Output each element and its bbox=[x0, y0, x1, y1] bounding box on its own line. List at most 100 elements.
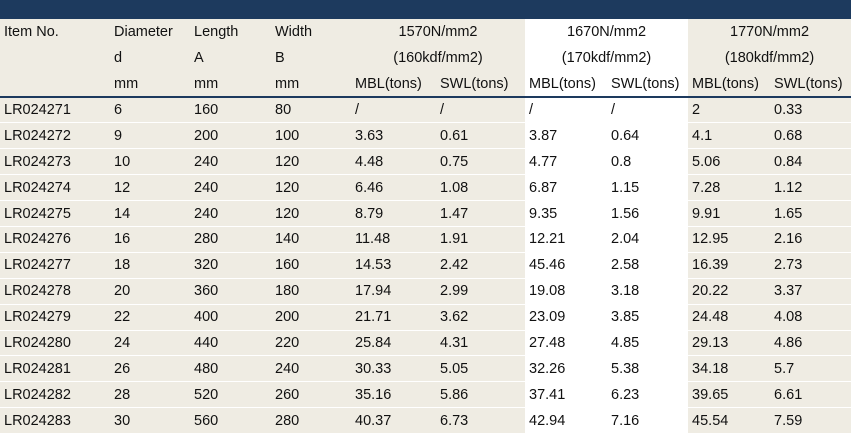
header-group-1770-kdf: (180kdf/mm2) bbox=[688, 45, 851, 71]
cell-width: 140 bbox=[271, 226, 351, 253]
cell-swl-1770: 1.65 bbox=[770, 200, 851, 227]
cell-length: 400 bbox=[190, 304, 271, 331]
cell-width: 280 bbox=[271, 407, 351, 435]
cell-mbl-1670: 3.87 bbox=[525, 122, 608, 150]
cell-swl-1570: 1.47 bbox=[436, 200, 526, 227]
cell-width: 160 bbox=[271, 252, 351, 279]
header-length-unit: mm bbox=[190, 71, 271, 98]
top-bar bbox=[0, 0, 851, 19]
cell-swl-1670: 7.16 bbox=[607, 407, 689, 435]
header-swl-1570: SWL(tons) bbox=[436, 71, 526, 98]
cell-diameter: 30 bbox=[110, 407, 190, 435]
cell-length: 160 bbox=[190, 97, 271, 124]
cell-item-no: LR024280 bbox=[0, 330, 110, 357]
cell-swl-1570: 2.42 bbox=[436, 252, 526, 279]
cell-swl-1570: 1.91 bbox=[436, 226, 526, 253]
cell-swl-1670: 5.38 bbox=[607, 355, 689, 383]
cell-mbl-1770: 4.1 bbox=[688, 122, 771, 150]
cell-mbl-1670: 42.94 bbox=[525, 407, 608, 435]
cell-length: 320 bbox=[190, 252, 271, 279]
cell-swl-1670: 6.23 bbox=[607, 381, 689, 409]
cell-item-no: LR024274 bbox=[0, 174, 110, 202]
cell-swl-1570: 3.62 bbox=[436, 304, 526, 331]
cell-mbl-1570: / bbox=[351, 97, 436, 124]
cell-item-no: LR024273 bbox=[0, 148, 110, 176]
cell-mbl-1570: 35.16 bbox=[351, 381, 436, 409]
cell-mbl-1570: 4.48 bbox=[351, 148, 436, 176]
cell-swl-1570: 2.99 bbox=[436, 278, 526, 305]
cell-mbl-1570: 8.79 bbox=[351, 200, 436, 227]
cell-width: 260 bbox=[271, 381, 351, 409]
cell-swl-1770: 0.33 bbox=[770, 97, 851, 124]
cell-length: 520 bbox=[190, 381, 271, 409]
cell-diameter: 18 bbox=[110, 252, 190, 279]
cell-swl-1770: 0.84 bbox=[770, 148, 851, 176]
cell-mbl-1770: 20.22 bbox=[688, 278, 771, 305]
cell-swl-1670: 2.04 bbox=[607, 226, 689, 253]
table-row: LR024273 10 240 120 4.48 0.75 4.77 0.8 5.06 0.84 bbox=[0, 148, 851, 176]
cell-swl-1670: 0.64 bbox=[607, 122, 689, 150]
cell-mbl-1770: 16.39 bbox=[688, 252, 771, 279]
table-row: LR024278 20 360 180 17.94 2.99 19.08 3.18 20.22 3… bbox=[0, 278, 851, 305]
cell-width: 200 bbox=[271, 304, 351, 331]
cell-diameter: 24 bbox=[110, 330, 190, 357]
cell-mbl-1570: 11.48 bbox=[351, 226, 436, 253]
cell-swl-1670: 2.58 bbox=[607, 252, 689, 279]
cell-swl-1670: 0.8 bbox=[607, 148, 689, 176]
header-swl-1770: SWL(tons) bbox=[770, 71, 851, 98]
cell-swl-1570: 1.08 bbox=[436, 174, 526, 202]
specification-table: Item No. Diameter Length Width 1570N/mm2… bbox=[0, 19, 851, 435]
cell-swl-1670: 1.56 bbox=[607, 200, 689, 227]
header-group-1670: 1670N/mm2 bbox=[525, 19, 689, 45]
table-row: LR024283 30 560 280 40.37 6.73 42.94 7.16 45.54 7… bbox=[0, 407, 851, 435]
cell-mbl-1670: 23.09 bbox=[525, 304, 608, 331]
cell-width: 120 bbox=[271, 148, 351, 176]
header-mbl-1670: MBL(tons) bbox=[525, 71, 608, 98]
cell-diameter: 16 bbox=[110, 226, 190, 253]
header-item-no: Item No. bbox=[0, 19, 110, 45]
cell-swl-1670: 4.85 bbox=[607, 330, 689, 357]
cell-length: 240 bbox=[190, 200, 271, 227]
cell-diameter: 6 bbox=[110, 97, 190, 124]
cell-swl-1670: 3.85 bbox=[607, 304, 689, 331]
header-group-1770: 1770N/mm2 bbox=[688, 19, 851, 45]
cell-diameter: 20 bbox=[110, 278, 190, 305]
cell-swl-1770: 4.86 bbox=[770, 330, 851, 357]
cell-mbl-1670: 9.35 bbox=[525, 200, 608, 227]
cell-mbl-1670: 45.46 bbox=[525, 252, 608, 279]
cell-mbl-1570: 6.46 bbox=[351, 174, 436, 202]
header-width-symbol: B bbox=[271, 45, 351, 71]
cell-width: 120 bbox=[271, 200, 351, 227]
header-length-symbol: A bbox=[190, 45, 271, 71]
cell-swl-1770: 6.61 bbox=[770, 381, 851, 409]
cell-diameter: 12 bbox=[110, 174, 190, 202]
cell-mbl-1770: 7.28 bbox=[688, 174, 771, 202]
header-group-1570-kdf: (160kdf/mm2) bbox=[351, 45, 526, 71]
cell-diameter: 26 bbox=[110, 355, 190, 383]
cell-item-no: LR024276 bbox=[0, 226, 110, 253]
cell-mbl-1670: 19.08 bbox=[525, 278, 608, 305]
cell-item-no: LR024272 bbox=[0, 122, 110, 150]
header-group-1670-kdf: (170kdf/mm2) bbox=[525, 45, 689, 71]
cell-mbl-1570: 40.37 bbox=[351, 407, 436, 435]
cell-mbl-1570: 14.53 bbox=[351, 252, 436, 279]
cell-mbl-1670: 6.87 bbox=[525, 174, 608, 202]
table-row: LR024271 6 160 80// //2 0.33 bbox=[0, 97, 851, 124]
cell-mbl-1570: 30.33 bbox=[351, 355, 436, 383]
cell-diameter: 28 bbox=[110, 381, 190, 409]
cell-mbl-1670: 32.26 bbox=[525, 355, 608, 383]
cell-swl-1770: 5.7 bbox=[770, 355, 851, 383]
cell-width: 180 bbox=[271, 278, 351, 305]
cell-mbl-1570: 17.94 bbox=[351, 278, 436, 305]
cell-width: 80 bbox=[271, 97, 351, 124]
cell-item-no: LR024283 bbox=[0, 407, 110, 435]
cell-swl-1670: / bbox=[607, 97, 689, 124]
cell-swl-1770: 4.08 bbox=[770, 304, 851, 331]
cell-swl-1570: 0.75 bbox=[436, 148, 526, 176]
table-row: LR024275 14 240 120 8.79 1.47 9.35 1.56 9.91 1.65 bbox=[0, 200, 851, 227]
cell-length: 560 bbox=[190, 407, 271, 435]
cell-diameter: 9 bbox=[110, 122, 190, 150]
cell-item-no: LR024281 bbox=[0, 355, 110, 383]
header-diameter: Diameter bbox=[110, 19, 190, 45]
cell-swl-1570: 6.73 bbox=[436, 407, 526, 435]
